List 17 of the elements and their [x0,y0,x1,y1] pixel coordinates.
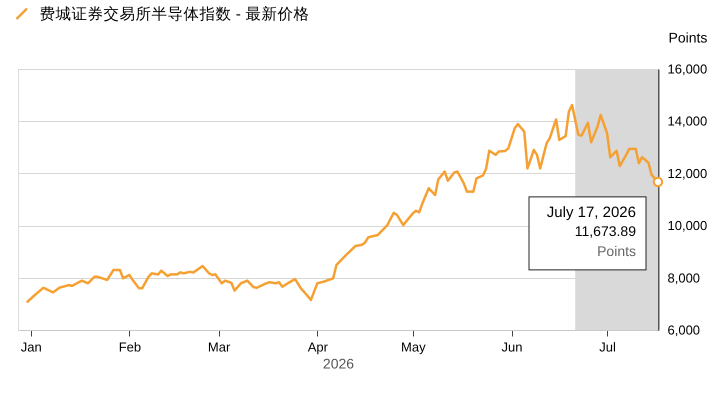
y-tick-label: 12,000 [668,166,708,181]
x-tick-label: Jun [502,340,523,354]
x-tick-label: Jan [20,340,42,354]
x-axis-title: 2026 [322,356,354,372]
x-tick-label: Jul [599,340,616,354]
y-tick-label: 10,000 [668,218,708,234]
y-tick-label: 8,000 [668,270,700,286]
y-tick-label: 14,000 [668,114,708,129]
y-tick-label: 16,000 [668,62,708,76]
legend-label: 费城证券交易所半导体指数 - 最新价格 [40,4,310,23]
y-axis-title: Points [668,30,708,46]
annotation: July 17, 2026 11,673.89 Points [546,204,636,259]
x-tick-label: May [401,340,426,354]
x-tick-label: Apr [308,340,329,354]
x-tick-label: Feb [118,340,142,354]
y-tick-label: 6,000 [668,322,700,338]
x-tick-label: Mar [208,340,231,354]
